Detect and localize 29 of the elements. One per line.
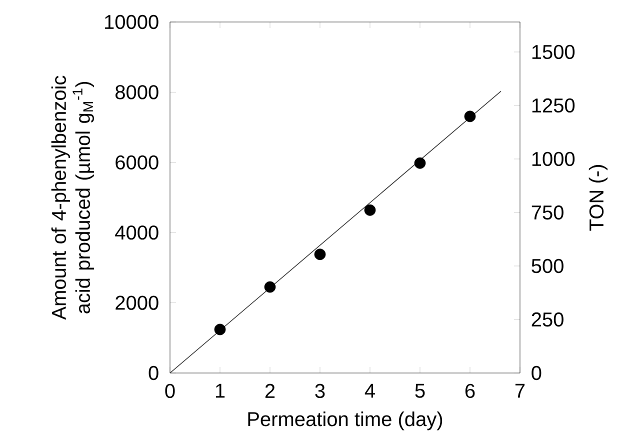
y-tick-label: 6000 — [116, 155, 158, 170]
y-tick-label: 8000 — [116, 85, 158, 100]
y2-tick-label: 750 — [532, 205, 564, 220]
x-tick-label: 2 — [265, 384, 275, 398]
y2-tick-label: 1500 — [532, 44, 575, 60]
point — [214, 324, 226, 336]
point — [414, 157, 426, 169]
y2-tick-label: 1250 — [532, 98, 575, 113]
point — [264, 281, 276, 293]
point — [464, 110, 476, 122]
y2-tick-label: 250 — [532, 312, 564, 327]
x-tick-label: 6 — [465, 384, 475, 398]
y2-tick-label: 1000 — [532, 152, 575, 166]
point — [364, 204, 376, 216]
y-tick-label: 0 — [148, 366, 158, 380]
x-tick-label: 3 — [315, 384, 325, 398]
x-tick-label: 0 — [165, 384, 175, 398]
y-tick-label: 4000 — [115, 226, 158, 240]
y2-tick-label: 0 — [532, 366, 542, 380]
x-tick-label: 5 — [415, 384, 425, 398]
y2-tick-label: 500 — [532, 258, 564, 274]
x-tick-label: 4 — [364, 384, 375, 398]
y-tick-label: 2000 — [116, 296, 158, 310]
x-axis-title: Permeation time (day) — [248, 412, 442, 430]
point — [314, 248, 326, 260]
x-tick-label: 7 — [515, 384, 525, 398]
y-tick-label: 10000 — [105, 14, 158, 30]
y2-axis-title: TON (-) — [588, 165, 608, 231]
x-tick-label: 1 — [216, 384, 225, 398]
